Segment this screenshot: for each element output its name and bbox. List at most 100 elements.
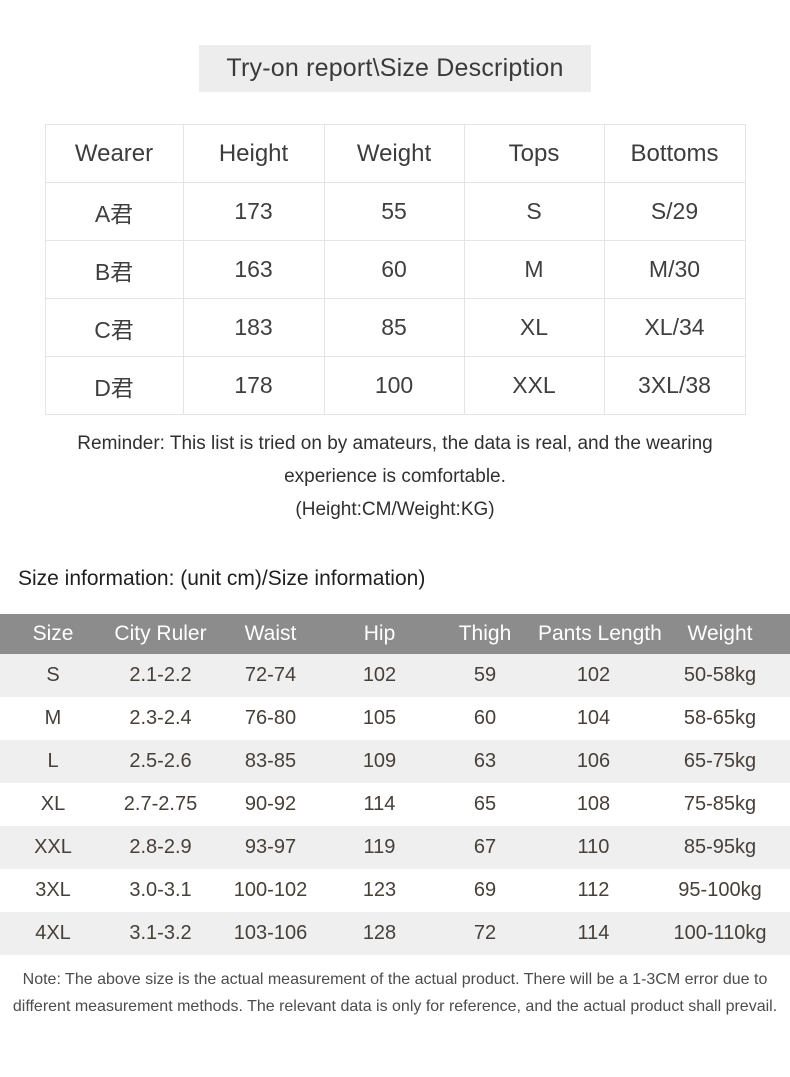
tryon-table-header-row: Wearer Height Weight Tops Bottoms <box>44 124 746 183</box>
size-header-waist: Waist <box>215 614 326 654</box>
tryon-cell: 85 <box>323 298 465 357</box>
tryon-cell: 173 <box>182 182 325 241</box>
tryon-cell: 183 <box>182 298 325 357</box>
tryon-table: Wearer Height Weight Tops Bottoms A君 173… <box>44 124 746 415</box>
tryon-cell: 163 <box>182 240 325 299</box>
size-cell: 60 <box>473 707 497 729</box>
size-info-heading: Size information: (unit cm)/Size informa… <box>18 567 426 590</box>
size-cell: M <box>44 707 62 729</box>
size-cell: 67 <box>473 836 497 858</box>
size-cell: 3.1-3.2 <box>129 922 192 944</box>
size-cell: 119 <box>363 836 396 858</box>
size-cell: 114 <box>577 922 610 944</box>
size-cell: 110 <box>577 836 610 858</box>
size-cell: 76-80 <box>244 707 297 729</box>
tryon-cell: D君 <box>44 356 184 415</box>
tryon-table-head: Wearer Height Weight Tops Bottoms <box>44 124 746 183</box>
size-header-hip: Hip <box>326 614 433 654</box>
size-table-head: Size City Ruler Waist Hip Thigh Pants Le… <box>0 614 790 654</box>
size-cell: XXL <box>34 836 72 858</box>
tryon-header-tops: Tops <box>463 124 605 183</box>
tryon-cell: XXL <box>463 356 605 415</box>
tryon-cell: S/29 <box>603 182 746 241</box>
size-cell: 85-95kg <box>683 836 757 858</box>
tryon-cell: B君 <box>44 240 184 299</box>
size-header-weight: Weight <box>650 614 790 654</box>
size-cell: 58-65kg <box>683 707 757 729</box>
tryon-header-bottoms: Bottoms <box>603 124 746 183</box>
tryon-cell: 60 <box>323 240 465 299</box>
size-cell: 2.7-2.75 <box>123 793 198 815</box>
tryon-header-weight: Weight <box>323 124 465 183</box>
size-cell: 90-92 <box>244 793 297 815</box>
size-cell: 63 <box>473 750 497 772</box>
tryon-cell: S <box>463 182 605 241</box>
table-row: C君 183 85 XL XL/34 <box>44 298 746 357</box>
size-table-body: S 2.1-2.2 72-74 102 59 102 50-58kg M 2.3… <box>0 654 790 955</box>
reminder-line-1: Reminder: This list is tried on by amate… <box>77 433 713 454</box>
table-row: L 2.5-2.6 83-85 109 63 106 65-75kg <box>0 740 790 783</box>
size-cell: 2.3-2.4 <box>129 707 192 729</box>
size-cell: 102 <box>362 664 397 686</box>
tryon-cell: 178 <box>182 356 325 415</box>
table-row: B君 163 60 M M/30 <box>44 240 746 299</box>
size-cell: 65-75kg <box>683 750 757 772</box>
size-cell: 108 <box>576 793 611 815</box>
size-header-city-ruler: City Ruler <box>106 614 215 654</box>
size-cell: 104 <box>576 707 611 729</box>
table-row: M 2.3-2.4 76-80 105 60 104 58-65kg <box>0 697 790 740</box>
tryon-cell: XL/34 <box>603 298 746 357</box>
size-cell: S <box>46 664 60 686</box>
reminder-line-2: experience is comfortable. <box>284 466 506 487</box>
tryon-cell: XL <box>463 298 605 357</box>
size-cell: 93-97 <box>244 836 297 858</box>
tryon-header-height: Height <box>182 124 325 183</box>
tryon-header-wearer: Wearer <box>44 124 184 183</box>
table-row: XL 2.7-2.75 90-92 114 65 108 75-85kg <box>0 783 790 826</box>
size-cell: XL <box>40 793 66 815</box>
tryon-cell: 3XL/38 <box>603 356 746 415</box>
size-cell: 3.0-3.1 <box>129 879 192 901</box>
size-cell: 106 <box>576 750 611 772</box>
size-header-pants-length: Pants Length <box>537 614 662 654</box>
size-cell: 4XL <box>35 922 71 944</box>
tryon-cell: M/30 <box>603 240 746 299</box>
size-table: Size City Ruler Waist Hip Thigh Pants Le… <box>0 614 790 955</box>
size-cell: 103-106 <box>233 922 308 944</box>
size-cell: 109 <box>362 750 397 772</box>
measurement-note: Note: The above size is the actual measu… <box>0 966 790 1020</box>
size-cell: 123 <box>362 879 397 901</box>
table-row: 4XL 3.1-3.2 103-106 128 72 114 100-110kg <box>0 912 790 955</box>
size-cell: L <box>47 750 59 772</box>
size-cell: 2.1-2.2 <box>129 664 192 686</box>
size-cell: 83-85 <box>244 750 297 772</box>
table-row: A君 173 55 S S/29 <box>44 182 746 241</box>
size-cell: 69 <box>473 879 497 901</box>
page-header: Try-on report\Size Description <box>0 0 790 92</box>
reminder-text: Reminder: This list is tried on by amate… <box>0 427 790 526</box>
size-cell: 128 <box>362 922 397 944</box>
table-row: XXL 2.8-2.9 93-97 119 67 110 85-95kg <box>0 826 790 869</box>
tryon-cell: C君 <box>44 298 184 357</box>
size-cell: 105 <box>362 707 397 729</box>
size-cell: 95-100kg <box>678 879 762 901</box>
page-title: Try-on report\Size Description <box>199 45 591 92</box>
table-row: D君 178 100 XXL 3XL/38 <box>44 356 746 415</box>
note-line-1: Note: The above size is the actual measu… <box>22 971 768 988</box>
table-row: 3XL 3.0-3.1 100-102 123 69 112 95-100kg <box>0 869 790 912</box>
size-cell: 2.5-2.6 <box>129 750 192 772</box>
note-line-2: different measurement methods. The relev… <box>12 998 778 1015</box>
reminder-line-3: (Height:CM/Weight:KG) <box>295 499 495 520</box>
tryon-table-body: A君 173 55 S S/29 B君 163 60 M M/30 C君 183… <box>44 182 746 415</box>
size-header-thigh: Thigh <box>433 614 537 654</box>
size-cell: 59 <box>473 664 497 686</box>
tryon-cell: 100 <box>323 356 465 415</box>
table-row: S 2.1-2.2 72-74 102 59 102 50-58kg <box>0 654 790 697</box>
size-cell: 112 <box>577 879 610 901</box>
size-cell: 102 <box>576 664 611 686</box>
size-cell: 100-102 <box>233 879 308 901</box>
size-cell: 72 <box>473 922 497 944</box>
size-cell: 50-58kg <box>683 664 757 686</box>
size-cell: 72-74 <box>244 664 297 686</box>
